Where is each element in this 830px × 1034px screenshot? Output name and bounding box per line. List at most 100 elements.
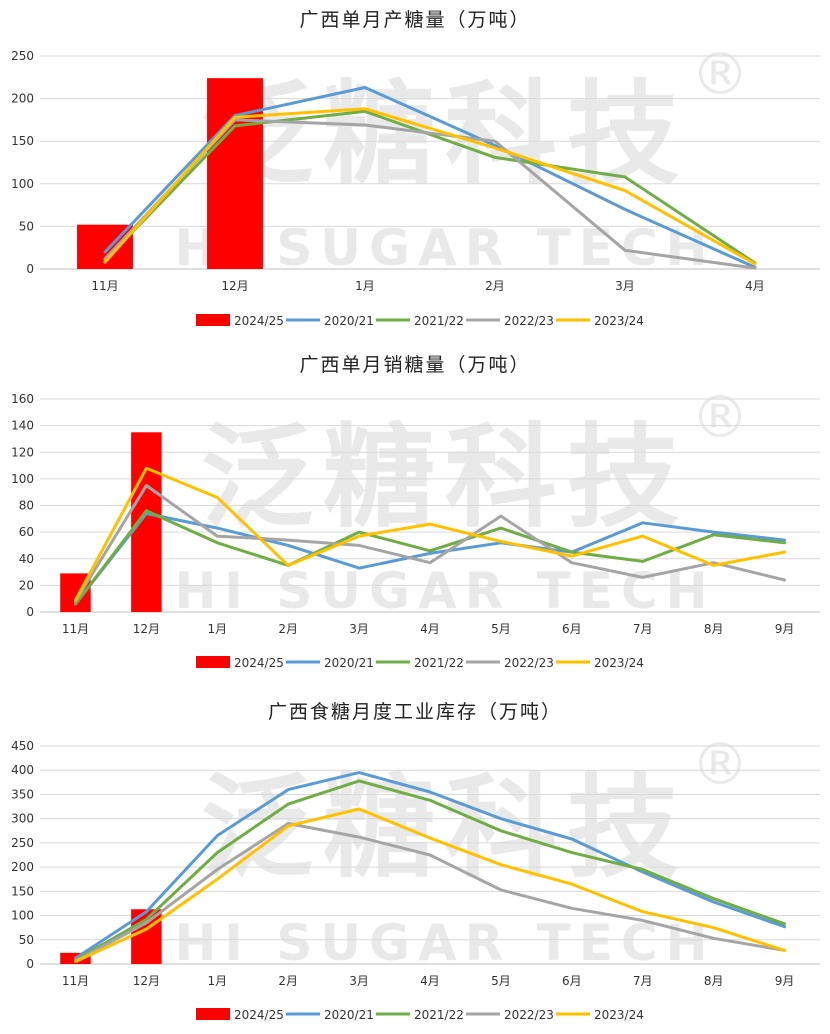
y-tick-label: 200 <box>11 860 34 874</box>
x-tick-label: 7月 <box>633 622 653 636</box>
chart-title: 广西食糖月度工业库存（万吨） <box>268 701 562 723</box>
x-tick-label: 11月 <box>62 974 89 988</box>
x-tick-label: 12月 <box>133 974 160 988</box>
watermark-sub: HI SUGAR TECH <box>175 914 716 972</box>
x-tick-label: 5月 <box>491 622 511 636</box>
series-line-2023-24 <box>74 466 786 602</box>
legend-label: 2024/25 <box>234 314 284 328</box>
legend-label: 2024/25 <box>234 656 284 670</box>
x-tick-label: 11月 <box>91 279 118 293</box>
y-tick-label: 100 <box>11 472 34 486</box>
watermark-registered: ® <box>691 383 749 451</box>
x-tick-label: 3月 <box>349 622 369 636</box>
y-tick-label: 0 <box>26 605 34 619</box>
y-tick-label: 0 <box>26 957 34 971</box>
x-tick-label: 4月 <box>420 622 440 636</box>
watermark-sub: HI SUGAR TECH <box>175 219 716 277</box>
legend: 2024/25 2020/21 2021/22 2022/23 2023/24 <box>196 1008 644 1022</box>
watermark-brand: 泛糖科技 <box>201 763 689 893</box>
bar-2024-25 <box>131 432 162 612</box>
y-tick-label: 50 <box>19 219 34 233</box>
legend-label: 2022/23 <box>504 1008 554 1022</box>
x-tick-label: 9月 <box>775 974 795 988</box>
y-tick-label: 50 <box>19 933 34 947</box>
legend-label: 2024/25 <box>234 1008 284 1022</box>
chart-3: 泛糖科技 HI SUGAR TECH ® 广西食糖月度工业库存（万吨） 0 50 100 15… <box>11 701 820 1022</box>
legend: 2024/25 2020/21 2021/22 2022/23 2023/24 <box>196 656 644 670</box>
x-tick-label: 8月 <box>704 622 724 636</box>
x-tick-label: 1月 <box>207 622 227 636</box>
legend-label: 2022/23 <box>504 314 554 328</box>
x-tick-label: 12月 <box>221 279 248 293</box>
y-tick-label: 120 <box>11 445 34 459</box>
y-tick-label: 250 <box>11 836 34 850</box>
y-tick-label: 450 <box>11 739 34 753</box>
watermark-brand: 泛糖科技 <box>201 413 689 543</box>
y-tick-label: 140 <box>11 419 34 433</box>
y-tick-label: 300 <box>11 812 34 826</box>
x-tick-label: 5月 <box>491 974 511 988</box>
y-tick-label: 0 <box>26 262 34 276</box>
watermark-registered: ® <box>691 730 749 798</box>
x-tick-label: 6月 <box>562 622 582 636</box>
y-tick-label: 250 <box>11 49 34 63</box>
x-tick-label: 7月 <box>633 974 653 988</box>
x-tick-label: 6月 <box>562 974 582 988</box>
x-tick-label: 4月 <box>420 974 440 988</box>
y-tick-label: 40 <box>19 552 34 566</box>
legend-label: 2020/21 <box>324 1008 374 1022</box>
chart-title: 广西单月销糖量（万吨） <box>299 354 530 376</box>
y-tick-label: 100 <box>11 909 34 923</box>
x-tick-label: 1月 <box>355 279 375 293</box>
y-tick-label: 400 <box>11 763 34 777</box>
series-line-2020-21 <box>74 771 786 960</box>
y-tick-label: 200 <box>11 92 34 106</box>
legend-label: 2022/23 <box>504 656 554 670</box>
series-line-2021-22 <box>74 779 786 962</box>
y-tick-label: 60 <box>19 525 34 539</box>
series-line-2020-21 <box>103 86 757 269</box>
series-line-2020-21 <box>74 512 786 606</box>
legend-swatch <box>196 656 230 668</box>
x-tick-label: 3月 <box>615 279 635 293</box>
legend-label: 2020/21 <box>324 314 374 328</box>
x-tick-label: 11月 <box>62 622 89 636</box>
x-tick-label: 1月 <box>207 974 227 988</box>
y-tick-label: 20 <box>19 578 34 592</box>
y-tick-label: 350 <box>11 787 34 801</box>
y-tick-label: 150 <box>11 884 34 898</box>
legend-label: 2023/24 <box>594 314 644 328</box>
legend-label: 2020/21 <box>324 656 374 670</box>
chart-title: 广西单月产糖量（万吨） <box>299 9 530 31</box>
watermark-registered: ® <box>691 40 749 108</box>
x-tick-label: 2月 <box>278 974 298 988</box>
legend-swatch <box>196 314 230 326</box>
series-line-2022-23 <box>74 822 786 963</box>
series-line-2021-22 <box>74 509 786 606</box>
legend-label: 2023/24 <box>594 656 644 670</box>
series-line-2023-24 <box>103 107 757 266</box>
legend-label: 2021/22 <box>414 1008 464 1022</box>
x-tick-label: 9月 <box>775 622 795 636</box>
watermark: 泛糖科技 HI SUGAR TECH ® <box>175 383 749 620</box>
series-line-2022-23 <box>74 484 786 603</box>
watermark: 泛糖科技 HI SUGAR TECH ® <box>175 730 749 972</box>
legend-label: 2021/22 <box>414 656 464 670</box>
watermark-sub: HI SUGAR TECH <box>175 562 716 620</box>
legend-label: 2023/24 <box>594 1008 644 1022</box>
x-tick-label: 8月 <box>704 974 724 988</box>
chart-2: 泛糖科技 HI SUGAR TECH ® 广西单月销糖量（万吨） 0 20 40 60 80 10… <box>11 354 820 670</box>
y-tick-label: 100 <box>11 177 34 191</box>
bar-2024-25 <box>207 78 263 269</box>
x-tick-label: 3月 <box>349 974 369 988</box>
y-tick-label: 80 <box>19 499 34 513</box>
legend-label: 2021/22 <box>414 314 464 328</box>
y-tick-label: 150 <box>11 134 34 148</box>
y-tick-label: 160 <box>11 392 34 406</box>
x-tick-label: 2月 <box>485 279 505 293</box>
series-line-2023-24 <box>74 807 786 964</box>
x-tick-label: 12月 <box>133 622 160 636</box>
